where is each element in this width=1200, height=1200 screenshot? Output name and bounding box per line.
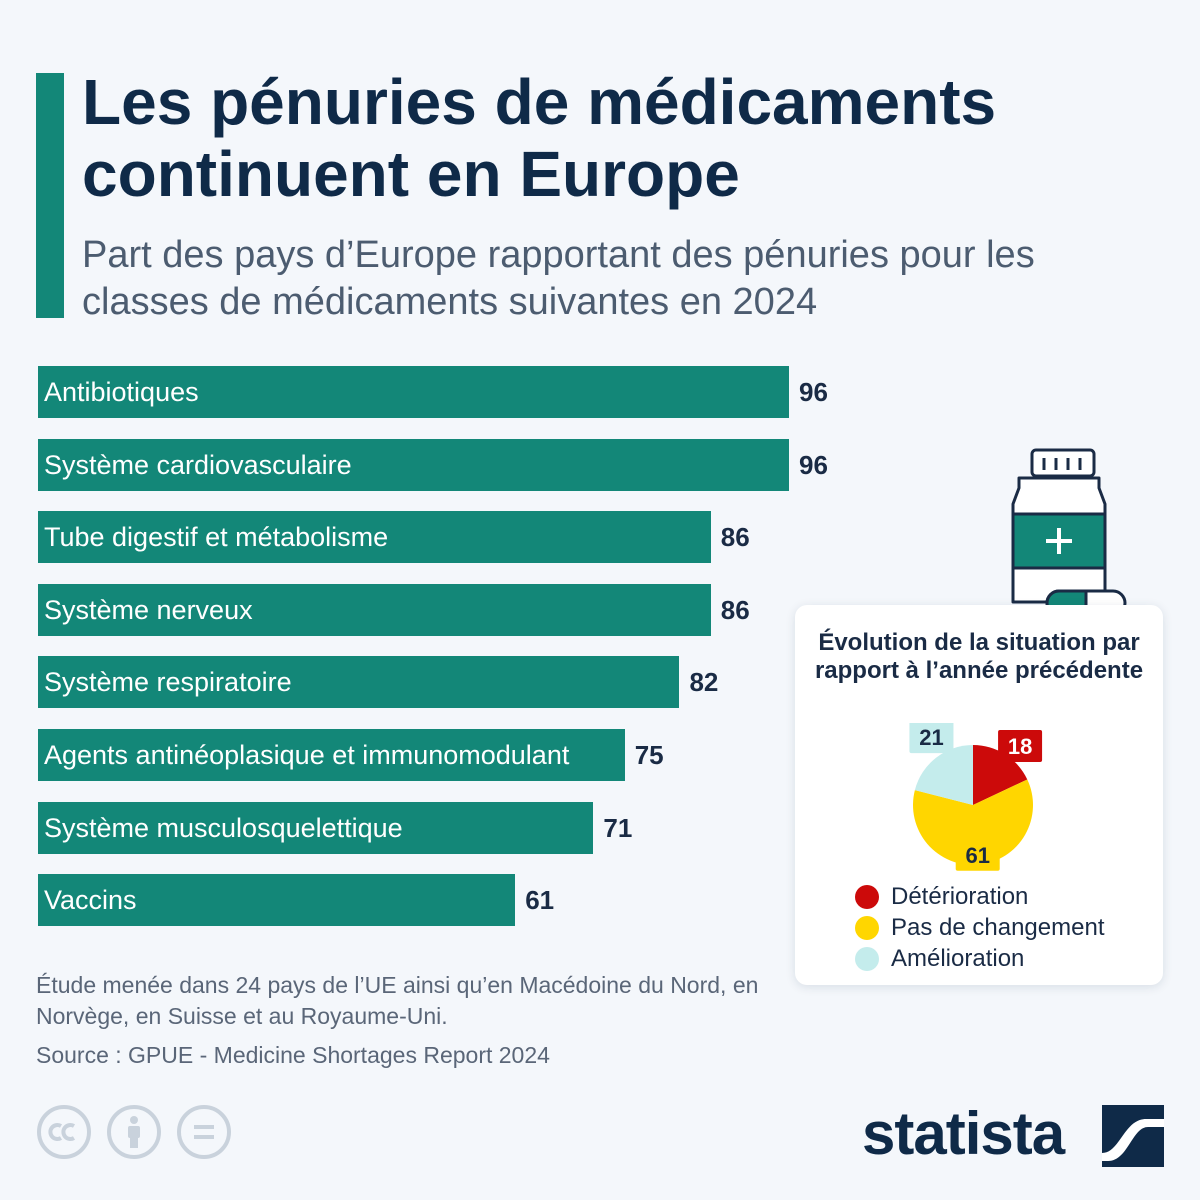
pie-chart: 18 61 21 xyxy=(909,723,1043,871)
pie-slice xyxy=(973,745,1028,805)
legend-label: Détérioration xyxy=(891,883,1029,910)
page-subtitle: Part des pays d’Europe rapportant des pé… xyxy=(82,234,1035,323)
svg-text:21: 21 xyxy=(919,725,943,750)
bar xyxy=(38,656,680,709)
legend-dot-yellow xyxy=(855,915,879,940)
medicine-bottle-icon xyxy=(1011,448,1127,617)
pie-legend: Détérioration Pas de changement Améliora… xyxy=(855,881,1104,974)
pie-title: Évolution de la situation par rapport à … xyxy=(814,629,1144,684)
bar-label: Vaccins xyxy=(44,885,137,916)
pie-data-label: 61 xyxy=(955,838,1000,871)
no-derivatives-icon[interactable] xyxy=(176,1104,232,1160)
bar-value: 61 xyxy=(525,885,555,916)
statista-brand[interactable]: statista xyxy=(862,1100,1065,1167)
attribution-icon[interactable] xyxy=(106,1104,162,1160)
svg-text:61: 61 xyxy=(965,843,989,868)
license-icons xyxy=(36,1104,232,1160)
bar-value: 86 xyxy=(720,522,750,553)
legend-item-improvement: Amélioration xyxy=(855,943,1104,974)
pie-data-label: 18 xyxy=(998,730,1043,763)
legend-item-no-change: Pas de changement xyxy=(855,912,1104,943)
bar xyxy=(38,583,711,636)
bar-value: 96 xyxy=(799,449,828,480)
bar xyxy=(38,366,789,418)
bar-value: 86 xyxy=(720,594,750,625)
legend-dot-red xyxy=(855,884,879,909)
bar xyxy=(38,511,711,564)
bar-value: 71 xyxy=(603,812,633,843)
statista-logo-icon[interactable] xyxy=(1102,1105,1164,1167)
legend-dot-light-blue xyxy=(855,946,879,971)
bar xyxy=(38,729,625,781)
legend-item-deterioration: Détérioration xyxy=(855,881,1104,912)
svg-text:18: 18 xyxy=(1008,734,1032,759)
pie-slice xyxy=(913,779,1033,865)
legend-label: Amélioration xyxy=(891,945,1025,972)
bar xyxy=(38,874,516,927)
title-accent-bar xyxy=(36,73,64,318)
bar-label: Système nerveux xyxy=(44,594,253,625)
source-text: Source : GPUE - Medicine Shortages Repor… xyxy=(36,1042,550,1068)
footnote: Étude menée dans 24 pays de l’UE ainsi q… xyxy=(36,972,759,1029)
bar-label: Antibiotiques xyxy=(44,377,199,407)
bar xyxy=(38,438,789,491)
pie-panel: Évolution de la situation par rapport à … xyxy=(795,605,1163,985)
bar-label: Système musculosquelettique xyxy=(44,812,403,843)
bar xyxy=(38,801,594,854)
pie-data-label: 21 xyxy=(909,723,954,754)
bar-value: 96 xyxy=(799,377,828,407)
bar-value: 75 xyxy=(634,740,664,770)
bar-value: 82 xyxy=(689,667,719,698)
bar-label: Tube digestif et métabolisme xyxy=(44,522,389,553)
bar-label: Système cardiovasculaire xyxy=(44,449,352,480)
bar-label: Système respiratoire xyxy=(44,667,292,698)
creative-commons-icon[interactable] xyxy=(36,1104,92,1160)
pie-slice xyxy=(914,745,973,805)
legend-label: Pas de changement xyxy=(891,914,1105,941)
bar-label: Agents antinéoplasique et immunomodulant xyxy=(44,740,570,770)
page-title: Les pénuries de médicaments continuent e… xyxy=(82,66,997,210)
